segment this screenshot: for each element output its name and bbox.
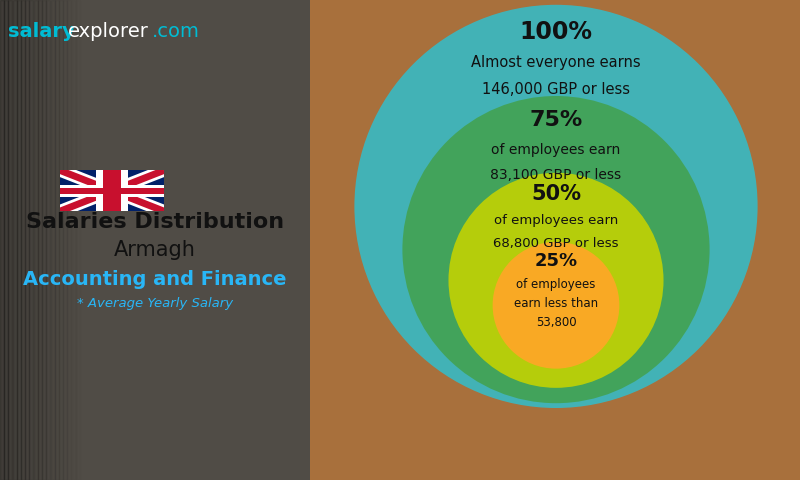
Bar	[54, 0, 58, 480]
Bar	[76, 0, 80, 480]
Bar	[67, 0, 71, 480]
Bar	[21, 0, 25, 480]
Circle shape	[493, 242, 619, 369]
Bar	[0, 0, 4, 480]
Bar	[4, 0, 8, 480]
Bar	[34, 0, 38, 480]
Bar	[42, 0, 46, 480]
Text: 100%: 100%	[519, 20, 593, 44]
Bar	[38, 0, 42, 480]
Text: of employees: of employees	[516, 277, 596, 291]
Text: Almost everyone earns: Almost everyone earns	[471, 55, 641, 70]
Circle shape	[402, 96, 710, 403]
Circle shape	[449, 173, 663, 388]
Text: Armagh: Armagh	[114, 240, 196, 260]
Bar	[97, 170, 128, 211]
Text: explorer: explorer	[68, 22, 149, 41]
Bar	[60, 185, 164, 197]
Bar	[17, 0, 21, 480]
Text: earn less than: earn less than	[514, 297, 598, 310]
Text: 146,000 GBP or less: 146,000 GBP or less	[482, 82, 630, 97]
Bar	[63, 0, 67, 480]
Bar	[50, 0, 54, 480]
Text: 75%: 75%	[530, 110, 582, 130]
Text: Accounting and Finance: Accounting and Finance	[23, 270, 286, 289]
FancyBboxPatch shape	[60, 170, 164, 211]
Bar	[9, 0, 13, 480]
Text: Salaries Distribution: Salaries Distribution	[26, 212, 284, 232]
Text: 68,800 GBP or less: 68,800 GBP or less	[494, 237, 618, 251]
Bar	[30, 0, 34, 480]
Bar	[26, 0, 30, 480]
Bar	[59, 0, 63, 480]
Text: * Average Yearly Salary: * Average Yearly Salary	[77, 297, 233, 310]
Text: .com: .com	[152, 22, 200, 41]
Text: 53,800: 53,800	[536, 316, 576, 329]
Bar	[60, 188, 164, 194]
Circle shape	[354, 5, 758, 408]
Text: of employees earn: of employees earn	[494, 214, 618, 228]
Text: 50%: 50%	[531, 184, 581, 204]
Text: salary: salary	[8, 22, 74, 41]
Bar	[71, 0, 75, 480]
Text: 83,100 GBP or less: 83,100 GBP or less	[490, 168, 622, 182]
Bar	[13, 0, 17, 480]
Bar	[80, 0, 84, 480]
Bar	[103, 170, 121, 211]
Bar	[46, 0, 50, 480]
Text: of employees earn: of employees earn	[491, 143, 621, 157]
Text: 25%: 25%	[534, 252, 578, 270]
